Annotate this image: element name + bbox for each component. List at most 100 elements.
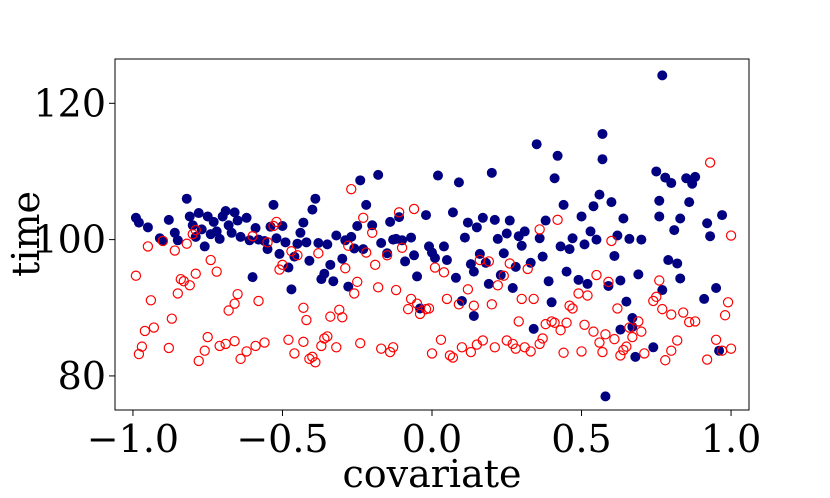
point-hollow-67 [366, 227, 378, 238]
point-hollow-83 [423, 303, 435, 314]
series-hollow [130, 157, 737, 368]
point-hollow-142 [633, 316, 644, 327]
point-hollow-27 [229, 335, 240, 347]
point-hollow-99 [483, 256, 495, 267]
point-hollow-23 [211, 266, 222, 277]
point-hollow-137 [615, 350, 626, 361]
point-filled-32 [259, 235, 270, 246]
point-filled-12 [193, 208, 204, 219]
point-filled-2 [142, 222, 153, 233]
point-hollow-20 [199, 345, 210, 356]
point-hollow-54 [322, 331, 333, 342]
point-hollow-147 [657, 303, 668, 315]
point-filled-127 [567, 233, 578, 244]
point-filled-153 [648, 342, 659, 353]
point-filled-161 [666, 178, 677, 189]
point-hollow-149 [666, 345, 677, 356]
point-hollow-1 [133, 348, 145, 360]
point-hollow-122 [561, 317, 572, 328]
point-filled-23 [226, 227, 237, 238]
point-hollow-158 [719, 310, 731, 321]
point-filled-147 [624, 233, 635, 244]
point-filled-76 [406, 232, 417, 243]
point-hollow-113 [528, 293, 539, 305]
point-filled-27 [241, 212, 252, 223]
point-hollow-103 [498, 270, 509, 281]
point-hollow-131 [594, 337, 605, 348]
point-hollow-64 [355, 338, 366, 349]
point-filled-105 [498, 248, 509, 259]
point-filled-167 [684, 197, 695, 208]
point-filled-80 [421, 210, 432, 221]
point-hollow-112 [525, 346, 536, 357]
point-hollow-155 [704, 157, 716, 168]
point-hollow-132 [597, 346, 608, 358]
point-hollow-33 [250, 340, 261, 352]
point-filled-55 [328, 276, 339, 287]
point-hollow-51 [313, 248, 324, 259]
point-hollow-2 [136, 341, 148, 352]
point-filled-84 [432, 170, 443, 181]
point-filled-126 [564, 244, 575, 255]
point-filled-96 [471, 222, 482, 233]
point-filled-77 [409, 250, 420, 261]
point-hollow-28 [229, 298, 240, 309]
x-tick-label-2: 0.0 [402, 417, 462, 461]
point-filled-135 [594, 189, 605, 200]
point-filled-133 [588, 201, 599, 212]
point-hollow-9 [166, 313, 178, 324]
point-hollow-10 [169, 245, 181, 256]
point-filled-6 [169, 227, 180, 238]
point-hollow-92 [456, 342, 468, 353]
point-filled-95 [468, 266, 479, 277]
point-hollow-134 [606, 235, 617, 247]
point-filled-21 [220, 205, 231, 216]
point-filled-5 [163, 214, 174, 225]
point-hollow-150 [672, 335, 683, 346]
point-filled-158 [657, 285, 668, 296]
point-filled-151 [633, 269, 644, 280]
point-hollow-62 [349, 288, 360, 299]
point-filled-56 [331, 230, 342, 241]
point-filled-141 [609, 250, 620, 261]
point-filled-109 [510, 261, 521, 272]
point-hollow-135 [609, 333, 620, 345]
point-filled-44 [295, 227, 306, 238]
x-tick-label-3: 0.5 [551, 417, 611, 461]
point-filled-140 [606, 197, 617, 208]
point-hollow-129 [588, 326, 599, 337]
point-hollow-90 [447, 352, 459, 363]
point-hollow-29 [232, 288, 243, 300]
point-hollow-49 [307, 351, 318, 363]
point-hollow-76 [396, 242, 408, 253]
point-hollow-40 [277, 259, 288, 271]
point-filled-92 [462, 217, 473, 228]
point-hollow-152 [683, 316, 695, 328]
point-filled-130 [579, 239, 590, 250]
point-filled-150 [630, 351, 641, 362]
point-hollow-66 [361, 247, 372, 258]
point-filled-108 [507, 283, 518, 293]
point-filled-173 [711, 283, 722, 293]
point-hollow-136 [612, 303, 623, 314]
point-filled-83 [429, 253, 440, 264]
point-filled-113 [525, 257, 536, 268]
point-filled-138 [600, 391, 611, 402]
point-filled-165 [675, 273, 686, 284]
point-filled-114 [528, 323, 539, 334]
y-axis: 80 100 120 [33, 81, 115, 398]
point-hollow-68 [369, 259, 381, 271]
point-filled-137 [597, 154, 608, 165]
point-filled-164 [675, 213, 686, 224]
point-hollow-98 [477, 335, 489, 346]
x-tick-label-1: −0.5 [236, 417, 328, 461]
point-filled-89 [453, 177, 464, 188]
point-hollow-102 [492, 280, 503, 291]
point-filled-111 [516, 240, 527, 251]
point-filled-112 [519, 226, 530, 237]
point-hollow-88 [441, 293, 453, 305]
point-hollow-59 [340, 263, 351, 274]
point-hollow-63 [352, 276, 363, 288]
point-filled-60 [346, 231, 357, 242]
